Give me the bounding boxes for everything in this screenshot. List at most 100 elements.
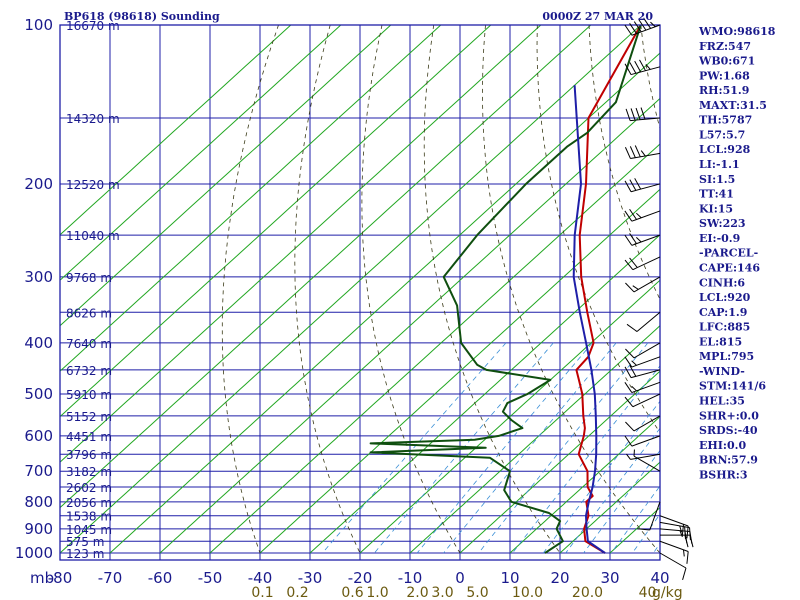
wind-barb-feather xyxy=(624,234,633,246)
wind-barb-feather xyxy=(643,17,652,29)
temperature-tick-label: -80 xyxy=(48,569,73,587)
pressure-tick-label: 700 xyxy=(24,462,53,480)
stability-index-text: STM:141/6 xyxy=(699,380,766,393)
stability-index-text: LCL:928 xyxy=(699,143,751,156)
stability-index-text: SW:223 xyxy=(699,217,746,230)
wind-barb xyxy=(624,233,661,246)
pressure-tick-label: 400 xyxy=(24,334,53,352)
stability-index-text: FRZ:547 xyxy=(699,40,751,53)
stability-index-text: TH:5787 xyxy=(699,114,752,127)
pressure-tick-label: 600 xyxy=(24,427,53,445)
isotherm-line xyxy=(459,370,660,554)
wind-barb-feather xyxy=(634,145,641,158)
height-tick-label: 12520 m xyxy=(66,178,120,192)
mixing-ratio-tick-label: 0.1 xyxy=(251,585,273,600)
stability-index-text: SI:1.5 xyxy=(699,173,735,186)
wind-barbs xyxy=(624,17,694,581)
mixing-ratio-tick-label: 2.0 xyxy=(406,585,428,600)
wind-barb xyxy=(633,449,661,472)
wind-barb xyxy=(626,311,661,332)
isotherm-line xyxy=(60,25,642,554)
stability-index-text: CAP:1.9 xyxy=(699,306,747,319)
stability-index-text: LI:-1.1 xyxy=(699,158,740,171)
wind-barb-staff xyxy=(631,435,661,447)
temperature-tick-label: 0 xyxy=(455,569,465,587)
wind-barb-feather xyxy=(639,59,646,71)
height-tick-label: 9768 m xyxy=(66,271,112,285)
height-labels: 16670 m 14320 m 12520 m 11040 m 9768 m 8626 m… xyxy=(66,19,120,561)
pressure-tick-label: 300 xyxy=(24,268,53,286)
wind-barb xyxy=(624,145,661,160)
pressure-tick-label: 900 xyxy=(24,520,53,538)
stability-index-text: L57:5.7 xyxy=(699,128,745,141)
wind-barb-feather xyxy=(682,549,685,557)
stability-index-text: BSHR:3 xyxy=(699,468,748,481)
height-tick-label: 2056 m xyxy=(66,496,112,510)
temperature-tick-label: -40 xyxy=(248,569,273,587)
height-tick-label: 3182 m xyxy=(66,465,112,479)
wind-barb xyxy=(625,415,661,432)
wind-barb-feather xyxy=(624,396,634,408)
isotherm-line xyxy=(209,143,660,554)
chart-datetime: 0000Z 27 MAR 20 xyxy=(542,10,653,23)
pressure-tick-label: 100 xyxy=(24,16,53,34)
isotherm-line xyxy=(60,25,392,327)
wind-barb xyxy=(624,17,661,36)
stability-index-text: WMO:98618 xyxy=(698,25,776,38)
wind-barb-feather xyxy=(624,63,632,75)
mixing-ratio-tick-label: 20.0 xyxy=(572,585,603,600)
mixing-ratio-tick-label: 5.0 xyxy=(466,585,488,600)
wind-barb-feather xyxy=(624,356,633,368)
wind-barb-feather xyxy=(629,233,637,244)
wind-barb-feather xyxy=(624,259,634,270)
mixing-ratio-line xyxy=(542,400,660,554)
temperature-tick-label: -70 xyxy=(98,569,123,587)
height-tick-label: 123 m xyxy=(66,547,104,561)
isotherm-line xyxy=(559,461,660,554)
wind-barb xyxy=(659,540,689,564)
wind-barb-feather xyxy=(629,179,637,191)
mixing-ratio-line xyxy=(512,365,660,554)
temperature-tick-label: -20 xyxy=(348,569,373,587)
isotherm-line xyxy=(60,25,542,463)
wind-barb-feather xyxy=(629,257,638,268)
pressure-unit-label: mb xyxy=(30,569,54,587)
wind-barb-feather xyxy=(637,528,650,531)
parcel-profile-line xyxy=(572,85,606,554)
wind-barb-feather xyxy=(634,178,642,190)
mixing-ratio-tick-label: 40 xyxy=(639,585,657,600)
stability-index-text: WB0:671 xyxy=(698,55,755,68)
height-tick-label: 575 m xyxy=(66,535,104,549)
wind-barb-feather xyxy=(631,360,637,366)
isotherm-line xyxy=(60,25,492,418)
wind-barb xyxy=(659,552,687,581)
height-tick-label: 1045 m xyxy=(66,523,112,537)
height-tick-label: 16670 m xyxy=(66,19,120,33)
stability-index-text: SRDS:-40 xyxy=(699,424,758,437)
mixing-ratio-tick-label: 10.0 xyxy=(512,585,543,600)
stability-index-text: -PARCEL- xyxy=(699,247,758,260)
wind-barb xyxy=(624,365,661,379)
isotherm-line xyxy=(509,415,660,554)
height-tick-label: 8626 m xyxy=(66,306,112,320)
height-tick-label: 3796 m xyxy=(66,448,112,462)
stability-index-text: KI:15 xyxy=(699,202,733,215)
isotherm-line xyxy=(109,52,660,554)
wind-barb-feather xyxy=(624,24,633,36)
wind-barb xyxy=(660,534,694,548)
isotherm-line xyxy=(159,97,660,554)
stability-index-text: MAXT:31.5 xyxy=(699,99,767,112)
pressure-tick-label: 800 xyxy=(24,493,53,511)
height-tick-label: 5910 m xyxy=(66,388,112,402)
mixing-ratio-unit-label: g/kg xyxy=(652,585,683,600)
wind-barb-feather xyxy=(634,60,642,73)
mixing-ratio-tick-label: 1.0 xyxy=(366,585,388,600)
temperature-tick-label: 30 xyxy=(600,569,619,587)
wind-barb xyxy=(624,59,661,76)
isotherm-line xyxy=(359,279,660,554)
thermo-lines xyxy=(60,25,660,554)
height-tick-label: 5152 m xyxy=(66,410,112,424)
dry-adiabat-line xyxy=(361,25,461,554)
stability-index-text: BRN:57.9 xyxy=(699,454,758,467)
